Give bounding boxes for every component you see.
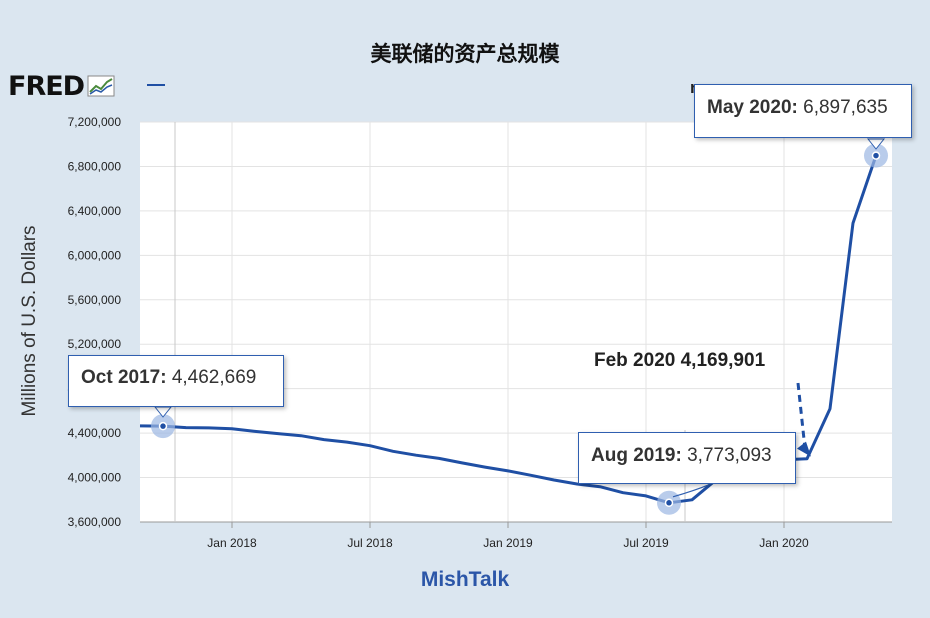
y-axis-label: Millions of U.S. Dollars	[19, 225, 40, 416]
highlight-marker	[158, 421, 168, 431]
y-tick-label: 6,800,000	[68, 159, 122, 173]
x-tick-label: Jan 2019	[483, 536, 533, 550]
fred-logo-text: FRED	[8, 70, 85, 102]
x-tick-label: Jan 2018	[207, 536, 257, 550]
y-tick-label: 5,600,000	[68, 293, 122, 307]
tooltip-oct-2017: Oct 2017: 4,462,669	[68, 355, 284, 407]
y-tick-label: 7,200,000	[68, 115, 122, 129]
y-tick-label: 4,400,000	[68, 426, 122, 440]
callout-arrowhead	[797, 441, 811, 457]
tooltip-value: 3,773,093	[687, 445, 772, 466]
y-tick-label: 6,400,000	[68, 204, 122, 218]
highlight-marker	[871, 151, 881, 160]
tooltip-pointer	[153, 406, 173, 418]
fred-graph-icon	[87, 75, 115, 97]
mishtalk-watermark: MishTalk	[420, 568, 510, 591]
callout-feb-2020: Feb 2020 4,169,901	[594, 350, 766, 371]
tooltip-date: May 2020:	[707, 97, 798, 118]
y-axis: 3,600,0004,000,0004,400,0004,800,0005,20…	[68, 115, 122, 529]
chart-title: 美联储的资产总规模	[370, 41, 560, 66]
x-tick-label: Jul 2019	[623, 536, 669, 550]
y-tick-label: 4,000,000	[68, 471, 122, 485]
fred-logo[interactable]: FRED	[8, 70, 115, 102]
tooltip-value: 6,897,635	[803, 97, 888, 118]
x-tick-label: Jan 2020	[759, 536, 809, 550]
series-legend-dash	[147, 84, 165, 86]
tooltip-value: 4,462,669	[171, 367, 257, 388]
y-tick-label: 3,600,000	[68, 515, 122, 529]
tooltip-pointer	[866, 138, 886, 150]
tooltip-may-2020: May 2020: 6,897,635	[694, 84, 912, 138]
y-tick-label: 6,000,000	[68, 248, 122, 262]
x-axis: Jan 2018 Jul 2018 Jan 2019 Jul 2019 Jan 2020	[140, 521, 892, 550]
x-tick-label: Jul 2018	[347, 536, 393, 550]
tooltip-aug-2019: Aug 2019: 3,773,093	[578, 432, 796, 484]
tooltip-date: Oct 2017:	[81, 367, 167, 388]
highlight-marker	[664, 498, 674, 508]
y-tick-label: 5,200,000	[68, 337, 122, 351]
tooltip-date: Aug 2019:	[591, 445, 682, 466]
